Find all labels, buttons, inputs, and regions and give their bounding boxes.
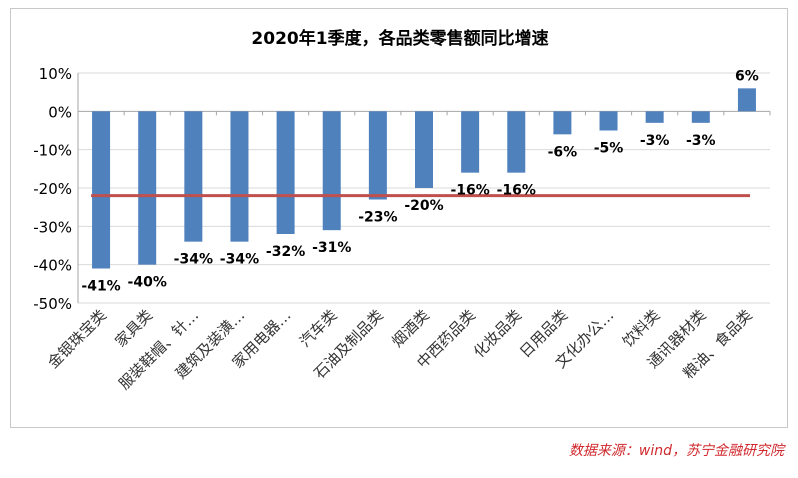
data-label: -41%	[81, 279, 120, 295]
bar	[415, 111, 433, 188]
y-tick-label: -10%	[33, 142, 72, 160]
bar	[553, 111, 572, 135]
y-tick-label: -40%	[33, 257, 72, 275]
bar	[737, 88, 756, 112]
y-tick-label: 0%	[48, 103, 72, 121]
y-tick-label: 10%	[39, 65, 72, 83]
data-label: -16%	[450, 183, 489, 199]
data-label: -23%	[358, 210, 397, 226]
bar	[276, 111, 295, 234]
bar	[184, 111, 203, 242]
bar	[507, 111, 526, 173]
data-label: -3%	[640, 133, 670, 149]
data-label: -34%	[174, 252, 213, 268]
bar	[461, 111, 480, 173]
source-note: 数据来源：wind，苏宁金融研究院	[568, 443, 784, 459]
x-tick-label: 服装鞋帽、针…	[115, 306, 202, 393]
bar	[92, 111, 111, 269]
data-label: -34%	[220, 252, 259, 268]
chart-title: 2020年1季度，各品类零售额同比增速	[251, 28, 548, 49]
x-tick-label: 饮料类	[619, 306, 664, 351]
data-label: 6%	[735, 68, 759, 84]
bar	[368, 111, 387, 200]
x-tick-label: 金银珠宝类	[44, 306, 110, 372]
bar	[322, 111, 341, 231]
x-tick-label: 烟酒类	[388, 306, 433, 351]
data-label: -40%	[128, 275, 167, 291]
data-label: -6%	[548, 144, 578, 160]
bar	[230, 111, 249, 242]
bar	[691, 111, 710, 123]
bar	[645, 111, 664, 123]
x-tick-label: 家具类	[111, 306, 156, 351]
bar	[599, 111, 618, 131]
data-label: -31%	[312, 240, 351, 256]
y-tick-label: -30%	[33, 218, 72, 236]
data-label: -3%	[686, 133, 716, 149]
x-tick-label: 化妆品类	[470, 306, 525, 361]
data-label: -5%	[594, 141, 624, 157]
y-tick-label: -20%	[33, 180, 72, 198]
x-tick-label: 汽车类	[296, 306, 341, 351]
chart-frame	[10, 8, 788, 428]
data-label: -20%	[404, 198, 443, 214]
y-tick-label: -50%	[33, 295, 72, 313]
bar	[138, 111, 157, 265]
data-label: -16%	[497, 183, 536, 199]
data-label: -32%	[266, 244, 305, 260]
